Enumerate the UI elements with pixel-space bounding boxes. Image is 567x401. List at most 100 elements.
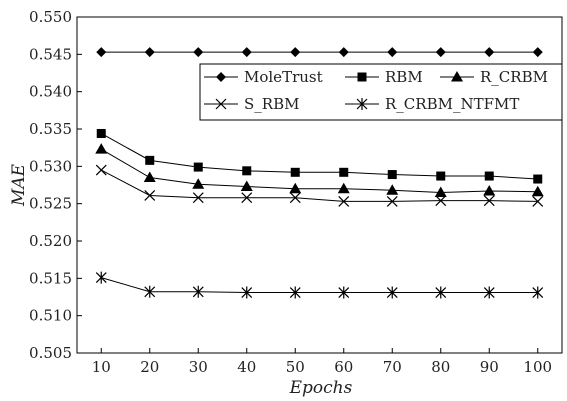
data-point: [434, 186, 447, 197]
data-point: [242, 166, 252, 176]
axes: 0.505 0.510 0.515 0.520 0.525 0.530 0.535 0.540…: [29, 8, 563, 376]
y-tick-label: 0.530: [29, 157, 72, 175]
plot-frame: [76, 16, 563, 354]
series-moletrust: [96, 47, 543, 58]
y-tick-label: 0.525: [29, 195, 72, 213]
legend-label: R_CRBM: [480, 68, 548, 86]
data-point: [144, 47, 155, 58]
legend-marker: [357, 72, 367, 82]
data-point: [435, 47, 446, 58]
data-point: [192, 178, 205, 189]
legend-marker: [215, 98, 227, 110]
x-tick-label: 40: [237, 358, 256, 376]
data-point: [95, 164, 107, 176]
data-point: [290, 47, 301, 58]
legend: MoleTrust RBM R_CRBM S_RBM R_CRBM_NTFMT: [199, 63, 563, 121]
legend-label: R_CRBM_NTFMT: [385, 95, 519, 113]
data-point: [386, 286, 398, 299]
legend-entry: RBM: [345, 68, 423, 86]
data-point: [531, 185, 544, 197]
data-point: [435, 195, 447, 207]
data-point: [192, 192, 204, 204]
x-axis-title: Epochs: [289, 378, 353, 398]
series-line: [101, 169, 538, 202]
data-point: [386, 196, 398, 207]
data-point: [337, 182, 350, 194]
data-point: [289, 192, 301, 204]
data-point: [338, 196, 350, 207]
data-point: [338, 47, 349, 58]
data-point: [193, 47, 204, 58]
series-s-rbm: [95, 164, 544, 207]
data-point: [240, 180, 253, 191]
data-point: [192, 285, 204, 298]
data-point: [241, 47, 252, 58]
legend-label: S_RBM: [244, 95, 299, 113]
series-r-crbm-ntfmt: [95, 271, 544, 299]
y-axis-title: MAE: [9, 163, 29, 207]
legend-entry: R_CRBM: [440, 68, 548, 86]
data-point: [143, 171, 156, 183]
legend-entry: S_RBM: [204, 95, 299, 113]
data-point: [144, 285, 156, 298]
x-tick-label: 60: [334, 358, 353, 376]
data-point: [289, 286, 301, 299]
data-point: [484, 47, 495, 58]
data-point: [290, 167, 300, 177]
data-point: [387, 47, 398, 58]
data-point: [386, 184, 399, 195]
legend-entry: R_CRBM_NTFMT: [345, 95, 519, 113]
legend-marker: [451, 71, 463, 82]
data-point: [96, 128, 106, 138]
data-point: [144, 190, 156, 201]
legend-entry: MoleTrust: [204, 68, 323, 86]
series-layer: [95, 47, 544, 299]
y-tick-label: 0.535: [29, 120, 72, 138]
data-point: [436, 171, 446, 181]
data-point: [532, 196, 544, 207]
data-point: [435, 286, 447, 299]
data-point: [145, 155, 155, 165]
x-tick-label: 20: [140, 358, 159, 376]
legend-box: [199, 63, 563, 121]
series-line: [101, 133, 538, 180]
data-point: [533, 174, 543, 184]
legend-marker: [216, 72, 226, 82]
data-point: [483, 195, 495, 207]
y-tick-label: 0.505: [29, 344, 72, 362]
y-tick-label: 0.515: [29, 269, 72, 287]
y-tick-label: 0.510: [29, 307, 72, 325]
x-tick-label: 10: [92, 358, 111, 376]
data-point: [483, 286, 495, 299]
data-point: [339, 167, 349, 177]
data-point: [387, 170, 397, 180]
series-rbm: [96, 128, 543, 184]
x-tick-label: 90: [480, 358, 499, 376]
legend-label: MoleTrust: [244, 68, 323, 86]
x-tick-label: 50: [286, 358, 305, 376]
y-tick-label: 0.540: [29, 83, 72, 101]
data-point: [532, 286, 544, 299]
data-point: [484, 171, 494, 181]
data-point: [532, 47, 543, 58]
x-tick-label: 70: [383, 358, 402, 376]
data-point: [338, 286, 350, 299]
y-tick-label: 0.550: [29, 8, 72, 26]
y-tick-label: 0.545: [29, 45, 72, 63]
series-line: [101, 277, 538, 294]
data-point: [95, 271, 107, 284]
data-point: [241, 192, 253, 204]
legend-marker: [356, 98, 368, 110]
y-tick-label: 0.520: [29, 232, 72, 250]
data-point: [289, 182, 302, 194]
data-point: [241, 286, 253, 299]
x-tick-label: 100: [523, 358, 552, 376]
series-r-crbm: [95, 143, 544, 197]
series-line: [100, 148, 538, 193]
data-point: [96, 47, 107, 58]
data-point: [95, 143, 108, 154]
data-point: [483, 184, 496, 196]
x-tick-label: 30: [189, 358, 208, 376]
